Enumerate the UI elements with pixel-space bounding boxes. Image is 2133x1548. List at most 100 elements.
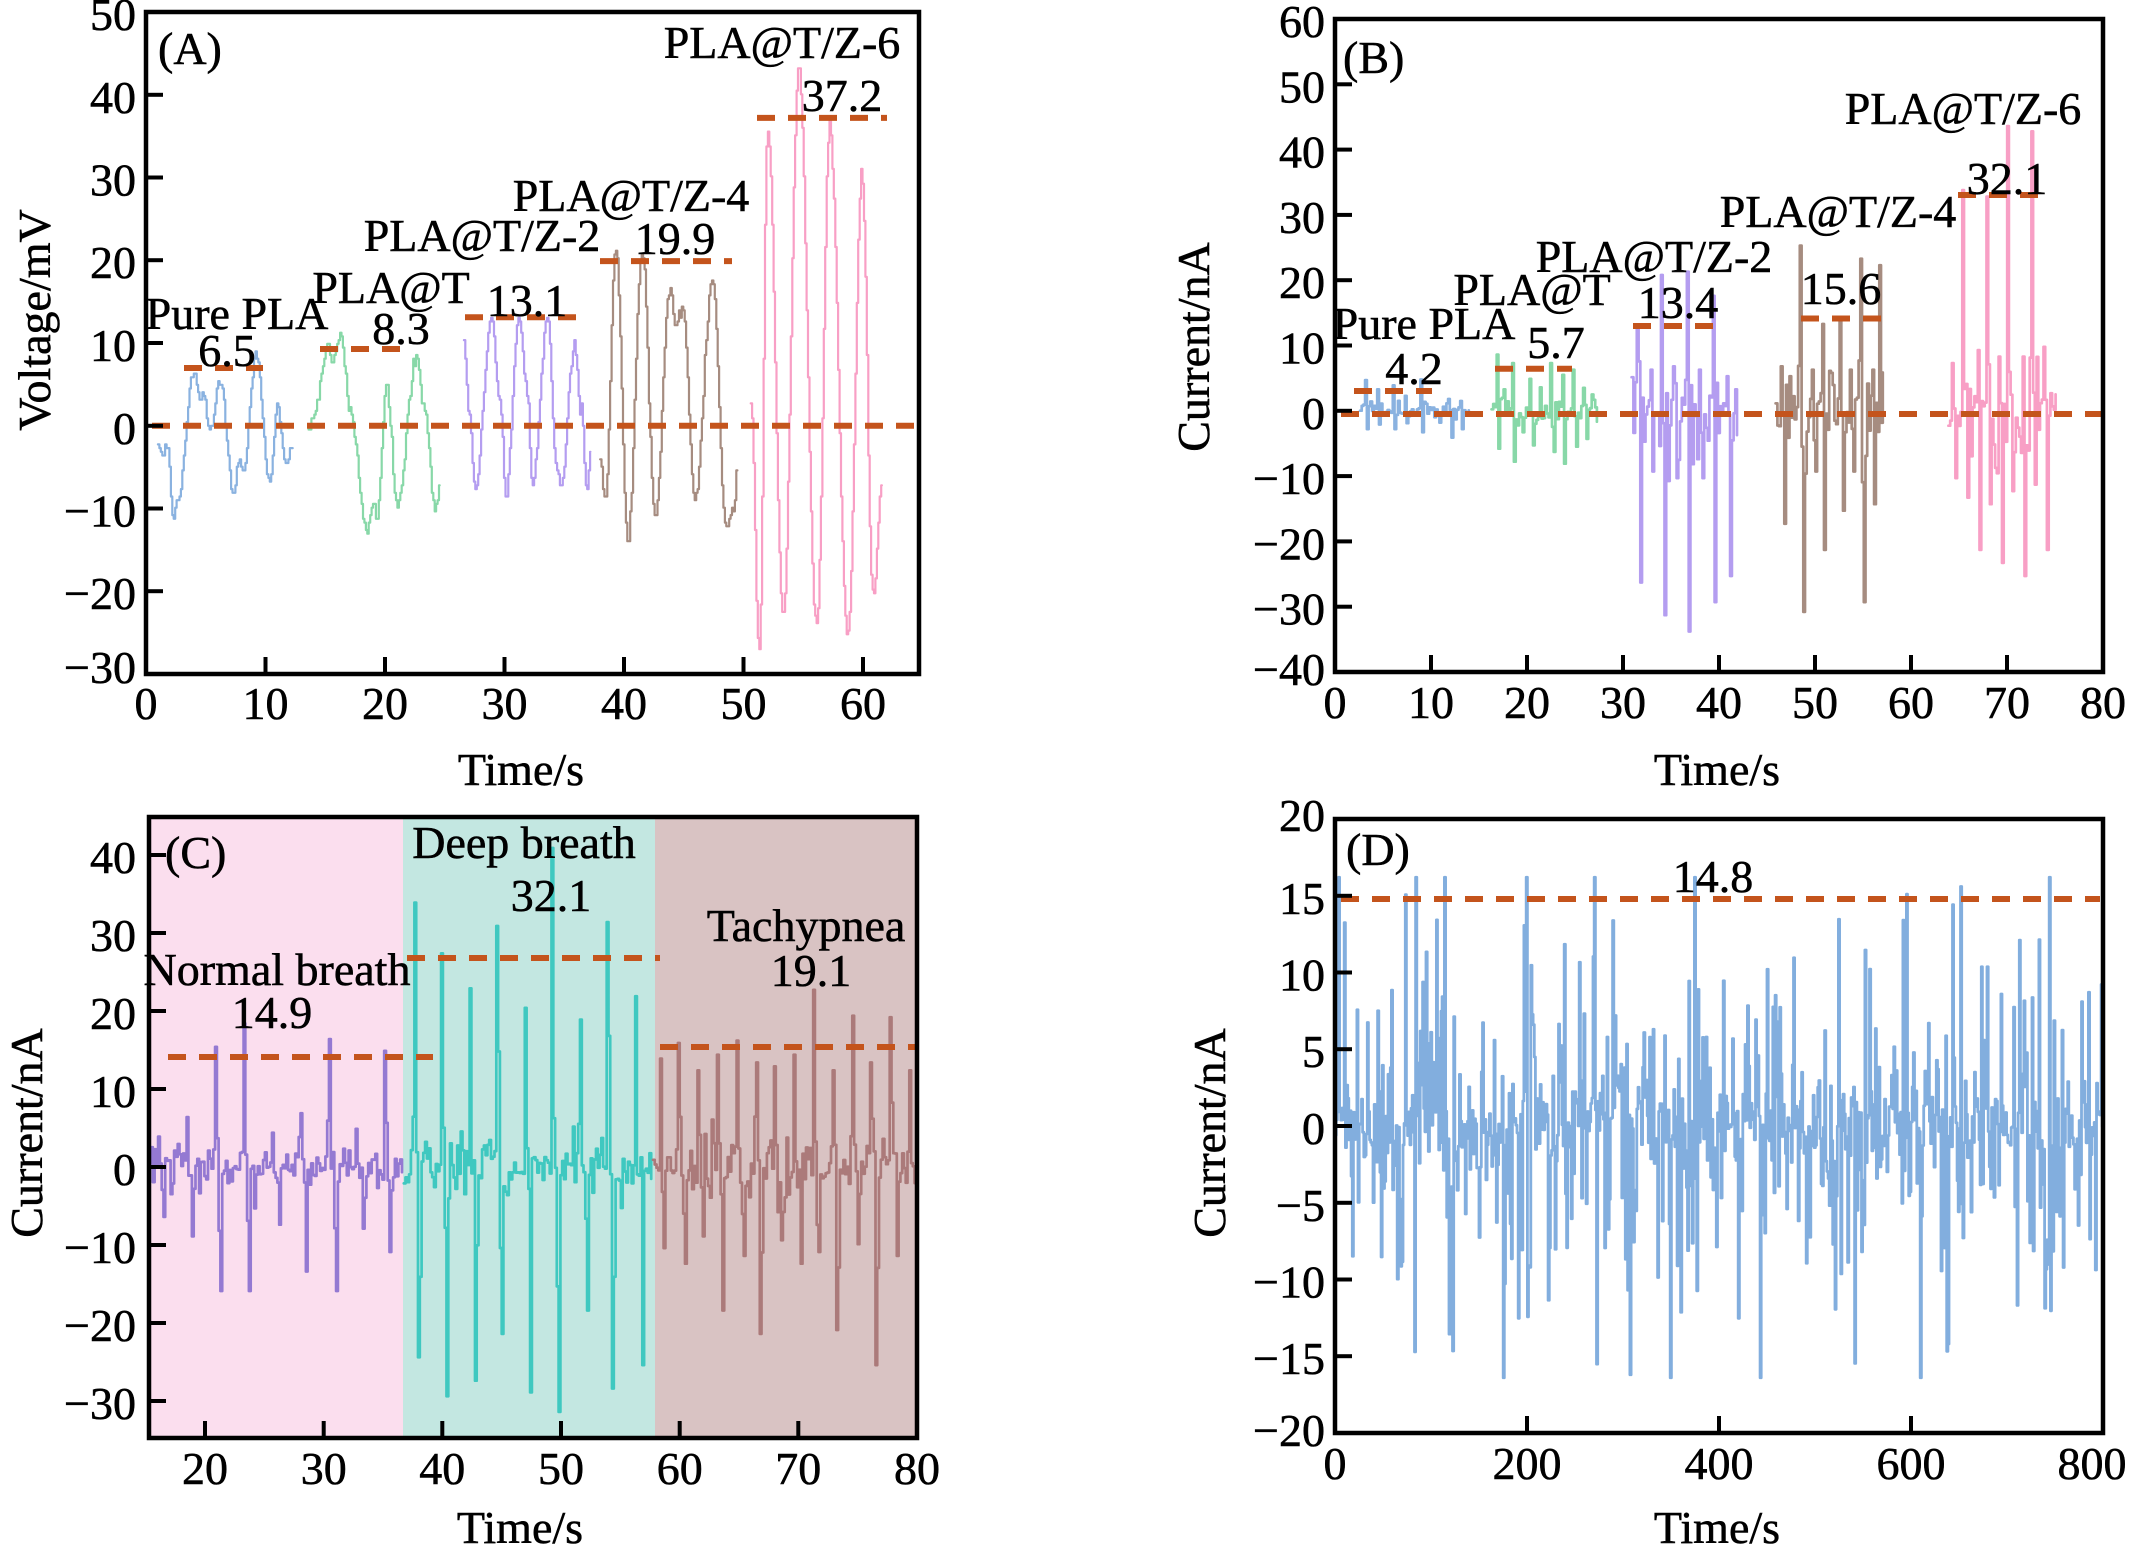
svg-text:15: 15: [1279, 873, 1325, 924]
svg-text:−20: −20: [64, 1300, 136, 1351]
svg-text:10: 10: [1279, 950, 1325, 1001]
svg-text:10: 10: [1408, 677, 1454, 728]
svg-text:0: 0: [1302, 1103, 1325, 1154]
svg-text:6.5: 6.5: [198, 325, 256, 376]
svg-text:70: 70: [1984, 677, 2030, 728]
svg-text:−20: −20: [1253, 1405, 1325, 1456]
svg-text:40: 40: [601, 678, 647, 729]
svg-text:PLA@T/Z-2: PLA@T/Z-2: [364, 210, 601, 261]
svg-text:PLA@T/Z-2: PLA@T/Z-2: [1536, 231, 1773, 282]
svg-text:0: 0: [113, 403, 136, 454]
svg-text:13.4: 13.4: [1638, 277, 1719, 328]
svg-text:14.9: 14.9: [232, 987, 313, 1038]
svg-text:0: 0: [135, 678, 158, 729]
svg-text:30: 30: [90, 155, 136, 206]
svg-text:30: 30: [301, 1443, 347, 1494]
svg-text:PLA@T: PLA@T: [312, 262, 469, 313]
svg-text:30: 30: [1600, 677, 1646, 728]
svg-text:Normal breath: Normal breath: [144, 944, 411, 995]
svg-text:20: 20: [1279, 790, 1325, 841]
svg-text:20: 20: [90, 988, 136, 1039]
svg-text:Time/s: Time/s: [458, 744, 584, 795]
svg-text:32.1: 32.1: [511, 870, 592, 921]
svg-text:30: 30: [482, 678, 528, 729]
svg-text:50: 50: [1279, 61, 1325, 112]
svg-text:8.3: 8.3: [372, 303, 430, 354]
svg-text:40: 40: [419, 1443, 465, 1494]
svg-text:−10: −10: [64, 1222, 136, 1273]
svg-text:−30: −30: [64, 1378, 136, 1429]
svg-text:19.1: 19.1: [771, 945, 852, 996]
svg-text:60: 60: [840, 678, 886, 729]
svg-text:Current/nA: Current/nA: [1168, 242, 1219, 452]
svg-text:PLA@T/Z-6: PLA@T/Z-6: [1845, 83, 2082, 134]
svg-text:−20: −20: [64, 568, 136, 619]
svg-text:PLA@T/Z-4: PLA@T/Z-4: [1720, 186, 1957, 237]
svg-text:Time/s: Time/s: [1654, 744, 1780, 795]
svg-text:−15: −15: [1253, 1333, 1325, 1384]
svg-text:0: 0: [1324, 1438, 1347, 1489]
svg-text:0: 0: [113, 1144, 136, 1195]
svg-text:PLA@T/Z-4: PLA@T/Z-4: [513, 170, 750, 221]
svg-text:Time/s: Time/s: [457, 1502, 583, 1548]
svg-text:60: 60: [1888, 677, 1934, 728]
svg-text:40: 40: [90, 832, 136, 883]
svg-text:10: 10: [90, 1066, 136, 1117]
svg-text:PLA@T/Z-6: PLA@T/Z-6: [664, 17, 901, 68]
svg-text:(A): (A): [158, 23, 222, 74]
svg-text:15.6: 15.6: [1801, 263, 1882, 314]
svg-text:50: 50: [721, 678, 767, 729]
svg-text:Voltage/mV: Voltage/mV: [9, 209, 60, 430]
svg-text:37.2: 37.2: [802, 70, 883, 121]
svg-text:−10: −10: [64, 486, 136, 537]
svg-text:−5: −5: [1276, 1180, 1325, 1231]
svg-text:10: 10: [90, 320, 136, 371]
svg-text:30: 30: [1279, 192, 1325, 243]
svg-text:50: 50: [90, 0, 136, 40]
svg-text:5: 5: [1302, 1026, 1325, 1077]
svg-text:−40: −40: [1253, 644, 1325, 695]
svg-text:10: 10: [1279, 323, 1325, 374]
svg-text:60: 60: [657, 1443, 703, 1494]
svg-text:−30: −30: [64, 642, 136, 693]
svg-text:400: 400: [1685, 1438, 1754, 1489]
svg-text:4.2: 4.2: [1385, 343, 1443, 394]
svg-text:Deep breath: Deep breath: [412, 817, 636, 868]
svg-text:14.8: 14.8: [1673, 851, 1754, 902]
svg-text:30: 30: [90, 910, 136, 961]
svg-text:20: 20: [1504, 677, 1550, 728]
svg-text:PLA@T: PLA@T: [1453, 264, 1610, 315]
svg-text:40: 40: [1279, 127, 1325, 178]
svg-text:70: 70: [775, 1443, 821, 1494]
svg-text:(B): (B): [1343, 32, 1404, 83]
svg-text:Current/nA: Current/nA: [1184, 1028, 1235, 1238]
svg-text:50: 50: [1792, 677, 1838, 728]
svg-text:19.9: 19.9: [635, 213, 716, 264]
svg-text:Tachypnea: Tachypnea: [707, 900, 906, 951]
svg-text:13.1: 13.1: [487, 275, 568, 326]
svg-text:80: 80: [894, 1443, 940, 1494]
svg-text:20: 20: [182, 1443, 228, 1494]
svg-text:40: 40: [1696, 677, 1742, 728]
svg-text:Time/s: Time/s: [1654, 1502, 1780, 1548]
svg-text:20: 20: [90, 237, 136, 288]
svg-text:Pure PLA: Pure PLA: [1333, 298, 1516, 349]
svg-text:0: 0: [1324, 677, 1347, 728]
svg-text:80: 80: [2080, 677, 2126, 728]
svg-text:200: 200: [1493, 1438, 1562, 1489]
svg-text:(D): (D): [1346, 824, 1410, 875]
svg-text:−10: −10: [1253, 1257, 1325, 1308]
svg-text:600: 600: [1877, 1438, 1946, 1489]
svg-text:50: 50: [538, 1443, 584, 1494]
svg-text:10: 10: [243, 678, 289, 729]
svg-text:−30: −30: [1253, 584, 1325, 635]
svg-text:(C): (C): [165, 827, 226, 878]
svg-text:0: 0: [1302, 388, 1325, 439]
svg-text:60: 60: [1279, 0, 1325, 47]
svg-text:40: 40: [90, 72, 136, 123]
svg-text:5.7: 5.7: [1527, 317, 1585, 368]
svg-text:Pure PLA: Pure PLA: [146, 288, 329, 339]
svg-text:−10: −10: [1253, 453, 1325, 504]
svg-text:Current/nA: Current/nA: [1, 1028, 52, 1238]
svg-text:32.1: 32.1: [1967, 153, 2048, 204]
